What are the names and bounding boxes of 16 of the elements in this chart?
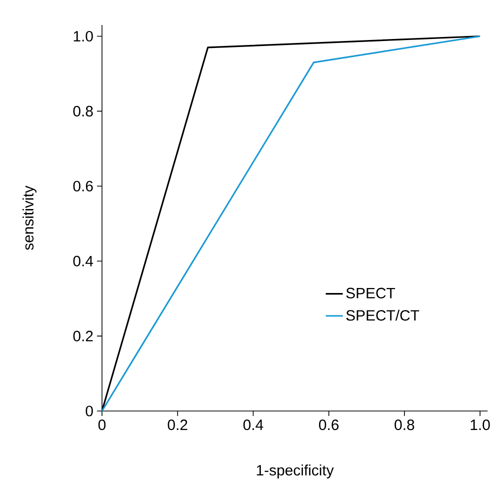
y-tick-label: 0.8 <box>73 106 93 116</box>
x-tick-label: 0.2 <box>168 420 188 430</box>
y-tick-label: 0.6 <box>73 180 93 192</box>
y-tick-label: 1.0 <box>74 30 93 42</box>
legend-label: SPECT/CT <box>346 310 420 321</box>
x-tick-label: 0.6 <box>319 420 339 430</box>
legend-label: SPECT <box>346 288 396 298</box>
y-axis-title: sensitivity <box>22 186 36 250</box>
x-tick-label: 0 <box>98 420 106 430</box>
x-tick-label: 0.4 <box>243 420 264 430</box>
y-tick-label: 0.4 <box>73 256 94 266</box>
x-axis-title: 1-specificity <box>256 464 334 478</box>
x-tick-label: 1.0 <box>470 420 490 430</box>
y-tick-label: 0 <box>86 406 93 416</box>
x-tick-label: 0.8 <box>394 420 414 430</box>
y-tick-label: 0.2 <box>73 330 93 342</box>
